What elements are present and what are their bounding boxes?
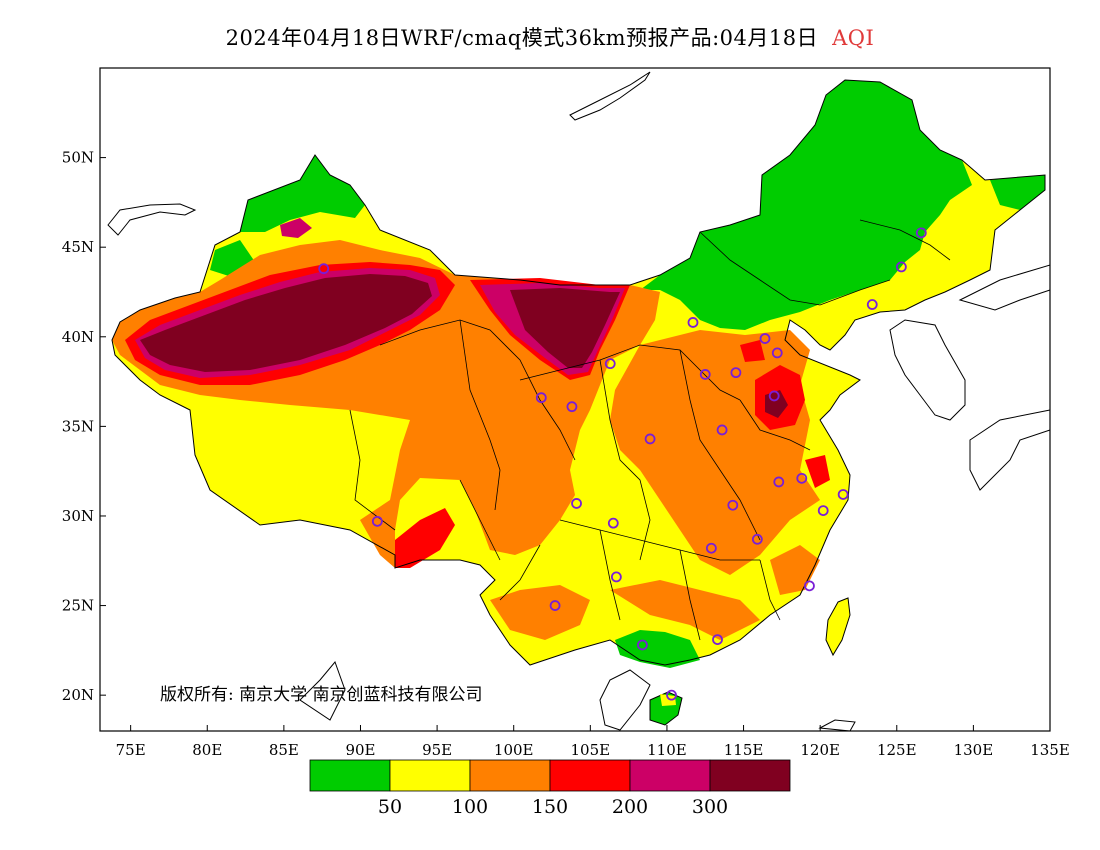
lat-tick-label: 50N (62, 149, 94, 167)
lat-tick-label: 25N (62, 597, 94, 615)
city-marker (604, 358, 616, 370)
city-marker (730, 367, 742, 379)
city-marker (571, 498, 582, 509)
city-marker (371, 515, 383, 527)
zone-good-northwest (240, 155, 365, 232)
city-marker (549, 600, 561, 611)
lat-tick-label: 40N (62, 328, 94, 346)
city-marker (837, 489, 849, 500)
colorbar-label: 300 (692, 796, 728, 818)
lon-tick-label: 130E (954, 741, 994, 759)
city-marker (866, 299, 878, 310)
zone-unhealthy-jiangsu (805, 455, 830, 488)
colorbar-segment (629, 759, 711, 792)
hainan-yellow (660, 694, 676, 706)
lon-tick-label: 135E (1030, 741, 1070, 759)
lon-tick-label: 75E (116, 741, 146, 759)
map-fill-layer (112, 80, 1045, 668)
title-variable: AQI (832, 26, 875, 50)
zone-unhealthy-hebei (740, 340, 765, 362)
lon-tick-label: 115E (724, 741, 764, 759)
city-marker (804, 580, 815, 592)
colorbar-label: 200 (612, 796, 648, 818)
city-marker (644, 433, 656, 445)
city-marker (535, 392, 547, 404)
lat-tick-label: 45N (62, 238, 94, 256)
city-marker (705, 542, 717, 554)
city-marker (687, 317, 699, 328)
neighbor-coastlines (107, 71, 1051, 732)
lon-tick-label: 125E (877, 741, 917, 759)
city-marker (768, 390, 780, 402)
lon-tick-label: 95E (422, 741, 452, 759)
zone-unhealthy-tibet (395, 508, 455, 568)
city-marker (566, 401, 578, 413)
copyright-text: 版权所有: 南京大学 南京创蓝科技有限公司 (160, 685, 483, 705)
city-marker (771, 347, 783, 359)
colorbar-segment (549, 759, 631, 792)
zone-good-ne-patch (990, 175, 1045, 210)
city-marker (318, 263, 330, 275)
city-marker (796, 472, 808, 484)
zone-sensitive-southwest (490, 585, 590, 640)
zone-good-northeast (640, 80, 972, 330)
city-marker (817, 505, 829, 516)
country-border (111, 79, 1046, 666)
city-marker (727, 499, 739, 511)
lon-tick-label: 105E (571, 741, 611, 759)
city-marker (716, 424, 728, 436)
zone-very-unhealthy-tianshan (280, 218, 312, 238)
map-title: 2024年04月18日WRF/cmaq模式36km预报产品:04月18日 AQI (0, 22, 1100, 52)
colorbar-segment (389, 759, 471, 792)
lon-tick-label: 110E (647, 741, 687, 759)
city-marker (773, 476, 785, 488)
colorbar: 50 100 150 200 300 (309, 759, 791, 818)
colorbar-segment (469, 759, 551, 792)
latitude-axis: 20N 25N 30N 35N 40N 45N 50N (62, 149, 106, 704)
city-marker (637, 639, 648, 651)
lat-tick-label: 30N (62, 507, 94, 525)
colorbar-label: 50 (378, 796, 402, 818)
city-markers (318, 227, 927, 701)
city-marker (699, 369, 711, 380)
lon-tick-label: 80E (192, 741, 222, 759)
city-marker (759, 333, 771, 344)
zone-good-south (615, 630, 700, 668)
lat-tick-label: 35N (62, 417, 94, 435)
taiwan-island (825, 597, 851, 657)
zone-hazardous-alxa (510, 288, 620, 368)
lat-tick-label: 20N (62, 686, 94, 704)
city-marker (712, 634, 723, 646)
longitude-axis: 75E 80E 85E 90E 95E 100E 105E 110E 115E 120E 125E 1… (116, 725, 1070, 759)
colorbar-label: 100 (452, 796, 488, 818)
colorbar-segment (309, 759, 391, 792)
city-marker (751, 533, 763, 545)
lon-tick-label: 90E (345, 741, 375, 759)
lon-tick-label: 120E (800, 741, 840, 759)
zone-hazardous-shandong (765, 390, 788, 418)
city-marker (915, 227, 927, 239)
lon-tick-label: 100E (494, 741, 534, 759)
city-marker (610, 571, 622, 583)
zone-sensitive-south (610, 580, 760, 640)
lon-tick-label: 85E (269, 741, 299, 759)
province-borders (349, 219, 951, 641)
colorbar-segment (709, 759, 791, 792)
zone-hazardous-taklamakan (140, 274, 432, 372)
colorbar-label: 150 (532, 796, 568, 818)
city-marker (895, 261, 907, 273)
city-marker (607, 517, 619, 529)
title-main: 2024年04月18日WRF/cmaq模式36km预报产品:04月18日 (225, 26, 819, 50)
map-frame (99, 67, 1051, 732)
city-marker (666, 689, 677, 701)
